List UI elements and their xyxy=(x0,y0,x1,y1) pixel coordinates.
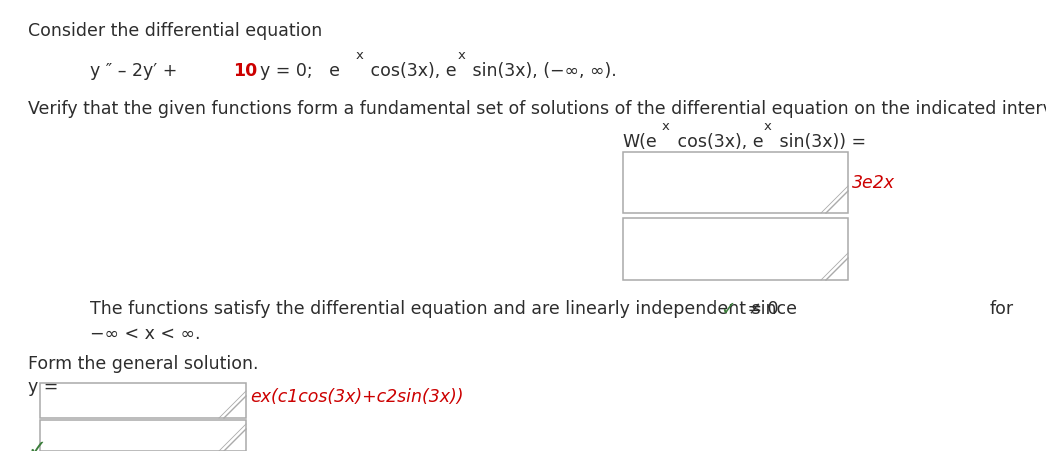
Bar xyxy=(623,218,848,280)
Bar xyxy=(40,420,246,451)
Text: y ″ – 2y′ +: y ″ – 2y′ + xyxy=(90,62,183,80)
Text: x: x xyxy=(356,49,364,62)
Text: cos(3x), e: cos(3x), e xyxy=(365,62,457,80)
Text: W(e: W(e xyxy=(622,133,657,151)
Text: ✓: ✓ xyxy=(720,300,735,319)
Bar xyxy=(40,383,246,418)
Text: 10: 10 xyxy=(233,62,257,80)
Text: 3e2x: 3e2x xyxy=(852,174,895,192)
Text: ex(c1cos(3x)+c2sin(3x)): ex(c1cos(3x)+c2sin(3x)) xyxy=(250,388,463,406)
Text: Form the general solution.: Form the general solution. xyxy=(28,355,258,373)
Text: −∞ < x < ∞.: −∞ < x < ∞. xyxy=(90,325,201,343)
Text: sin(3x), (−∞, ∞).: sin(3x), (−∞, ∞). xyxy=(467,62,617,80)
Text: ≠ 0: ≠ 0 xyxy=(742,300,778,318)
Text: The functions satisfy the differential equation and are linearly independent sin: The functions satisfy the differential e… xyxy=(90,300,797,318)
Text: y = 0;   e: y = 0; e xyxy=(260,62,340,80)
Text: sin(3x)) =: sin(3x)) = xyxy=(774,133,866,151)
Text: ✓: ✓ xyxy=(28,438,47,451)
Text: x: x xyxy=(764,120,772,133)
Bar xyxy=(623,152,848,213)
Text: Verify that the given functions form a fundamental set of solutions of the diffe: Verify that the given functions form a f… xyxy=(28,100,1046,118)
Text: for: for xyxy=(990,300,1015,318)
Text: x: x xyxy=(662,120,669,133)
Text: y =: y = xyxy=(28,378,59,396)
Text: x: x xyxy=(458,49,465,62)
Text: Consider the differential equation: Consider the differential equation xyxy=(28,22,322,40)
Text: cos(3x), e: cos(3x), e xyxy=(672,133,764,151)
